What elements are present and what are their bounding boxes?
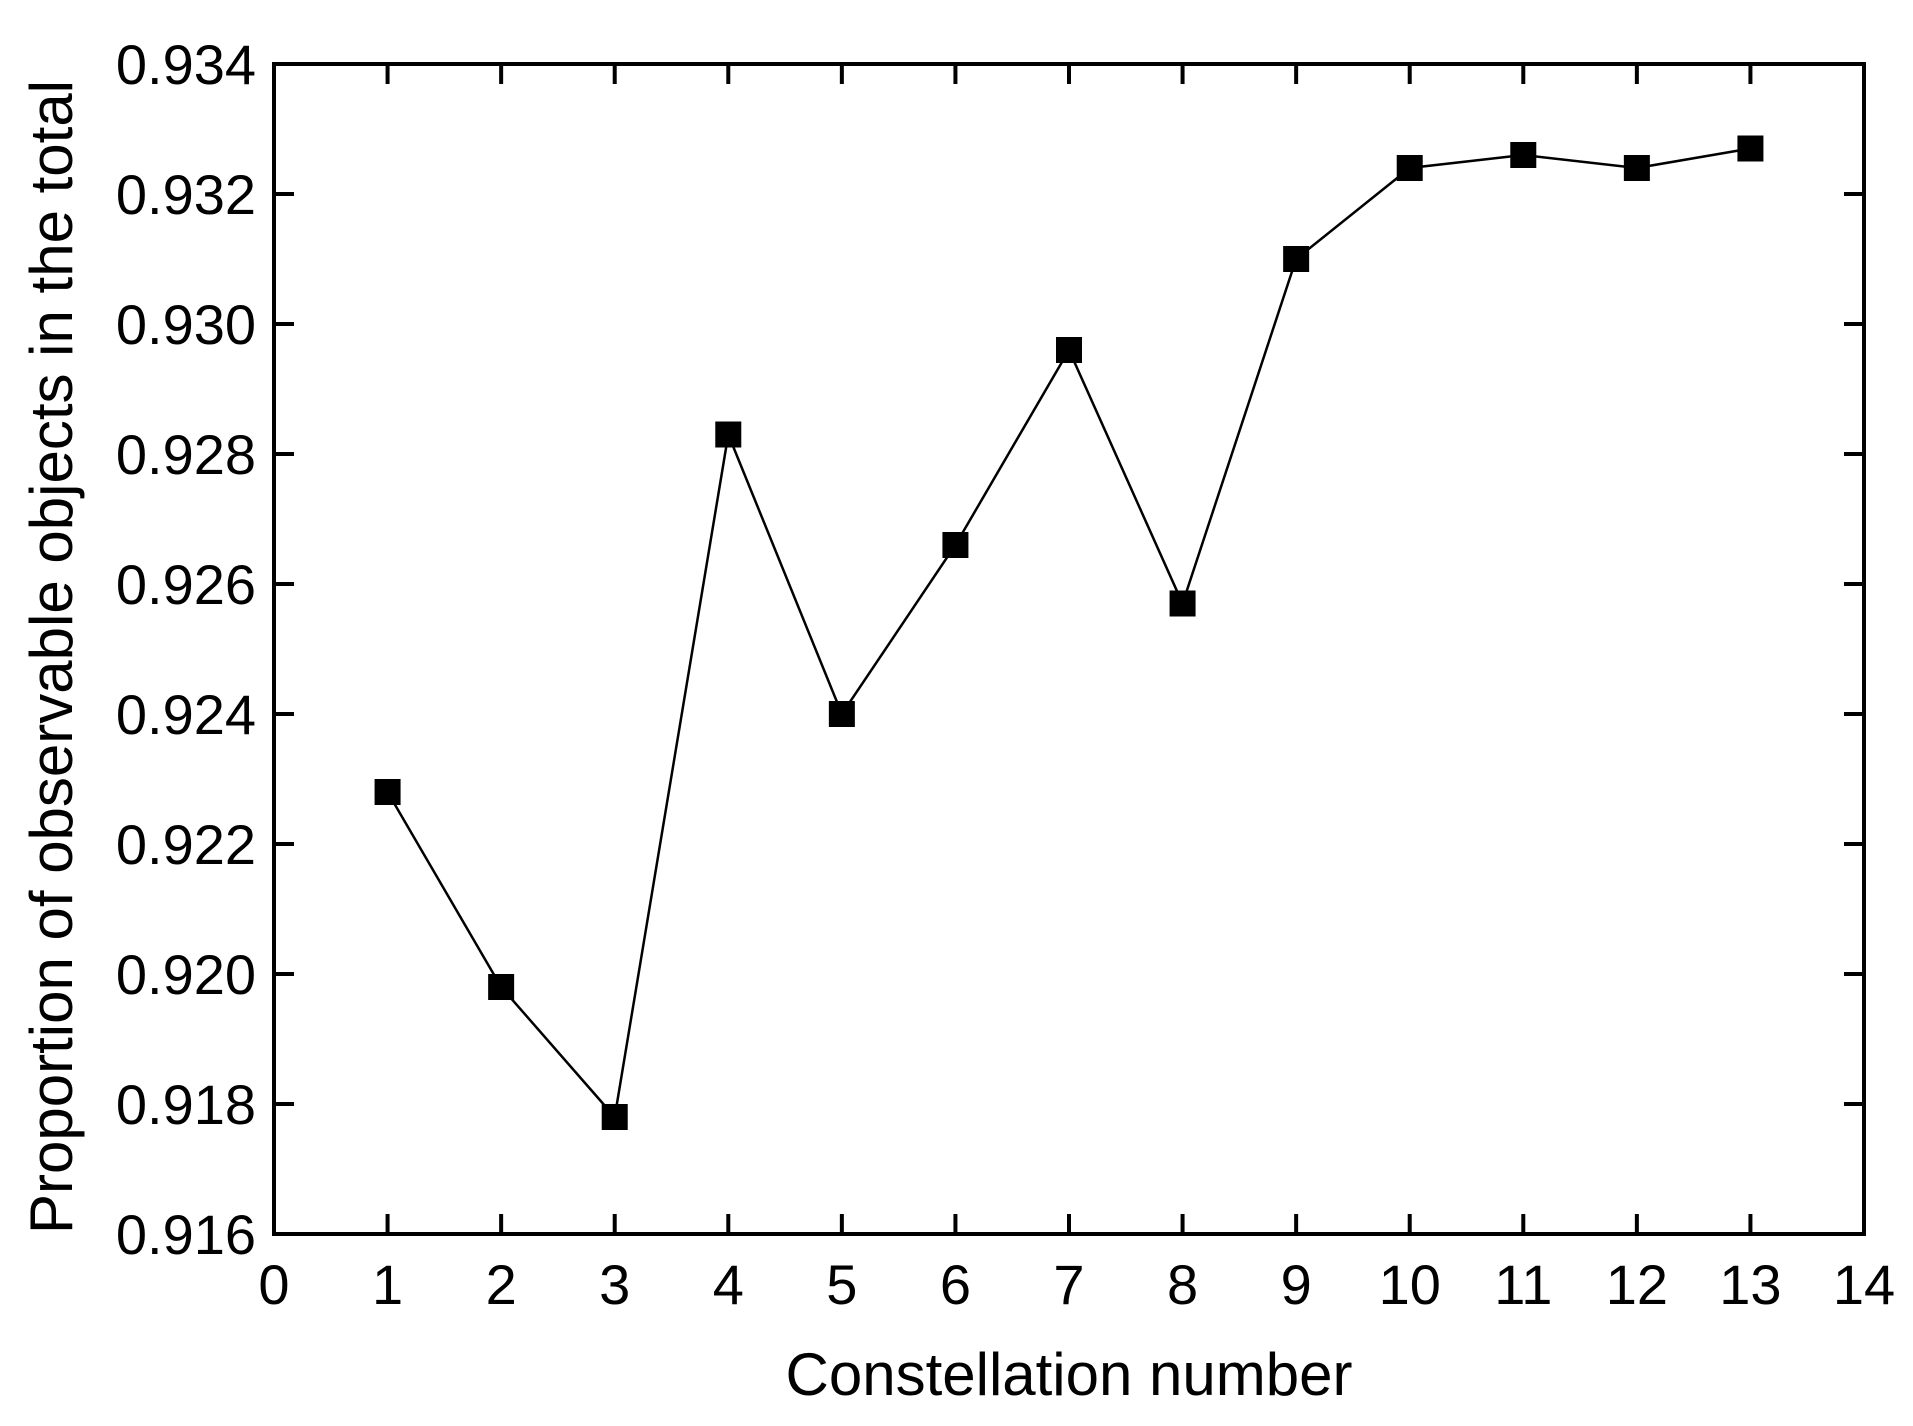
y-tick-label: 0.922 — [116, 813, 256, 876]
data-point — [374, 779, 401, 805]
data-point — [1169, 590, 1196, 617]
data-point — [1623, 155, 1650, 181]
x-tick-label: 5 — [826, 1253, 857, 1316]
x-tick-label: 9 — [1281, 1253, 1312, 1316]
x-tick-label: 14 — [1833, 1253, 1895, 1316]
y-tick-label: 0.920 — [116, 943, 256, 1006]
x-tick-label: 11 — [1494, 1253, 1552, 1316]
x-tick-label: 13 — [1719, 1253, 1781, 1316]
x-tick-label: 8 — [1167, 1253, 1198, 1316]
data-point — [601, 1104, 628, 1130]
data-point — [942, 532, 969, 558]
x-tick-label: 10 — [1379, 1253, 1441, 1316]
data-point — [488, 974, 515, 1000]
data-point — [1510, 142, 1537, 168]
y-tick-label: 0.934 — [116, 33, 256, 96]
plot-frame — [272, 62, 1866, 1236]
data-point — [1737, 135, 1764, 162]
ticks-layer: 0 1 2 3 4 5 6 7 8 9 10 11 12 13 140.9160.9180.9200.922… — [116, 33, 1895, 1316]
y-tick-label: 0.928 — [116, 423, 256, 486]
x-tick-label: 4 — [713, 1253, 744, 1316]
x-tick-label: 7 — [1053, 1253, 1084, 1316]
x-tick-label: 0 — [258, 1253, 289, 1316]
data-point — [715, 421, 742, 448]
y-tick-label: 0.924 — [116, 683, 256, 746]
data-point — [1396, 155, 1423, 181]
data-point — [828, 701, 855, 727]
x-tick-label: 6 — [940, 1253, 971, 1316]
series-layer — [374, 135, 1764, 1130]
y-tick-label: 0.926 — [116, 553, 256, 616]
x-tick-label: 3 — [599, 1253, 630, 1316]
x-tick-label: 1 — [372, 1253, 403, 1316]
y-tick-label: 0.932 — [116, 163, 256, 226]
series-line — [386, 147, 1751, 1120]
y-tick-label: 0.930 — [116, 293, 256, 356]
y-tick-label: 0.916 — [116, 1203, 256, 1266]
data-point — [1283, 246, 1310, 272]
data-point — [1056, 337, 1082, 363]
x-axis-title: Constellation number — [786, 1341, 1353, 1408]
y-tick-label: 0.918 — [116, 1073, 256, 1136]
x-tick-label: 2 — [486, 1253, 517, 1316]
y-axis-title: Proportion of observable objects in the … — [18, 80, 85, 1234]
x-tick-label: 12 — [1606, 1253, 1668, 1316]
